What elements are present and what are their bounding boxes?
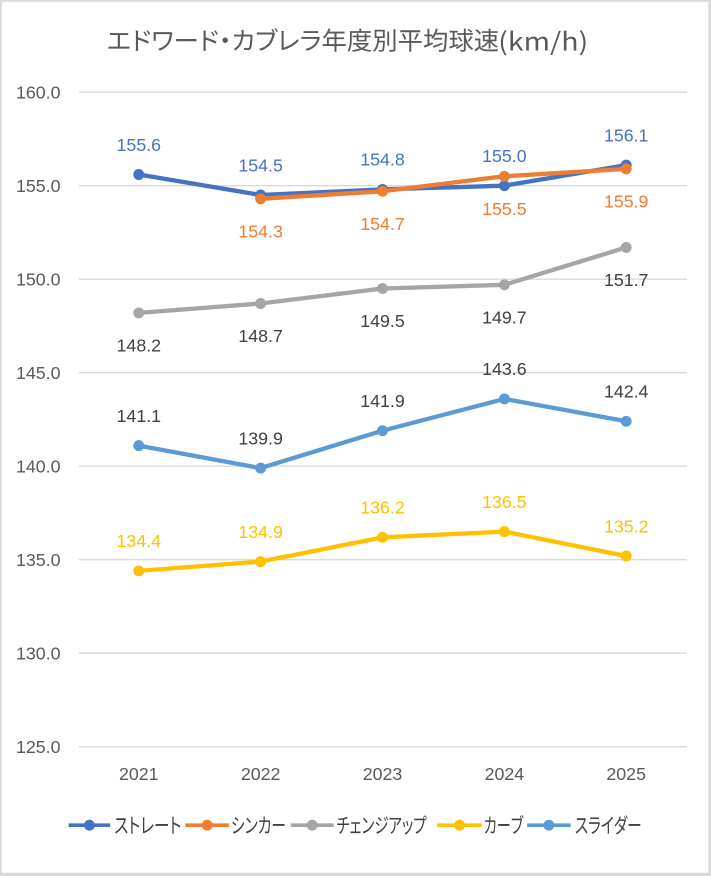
svg-text:141.9: 141.9 [360,391,405,411]
svg-text:154.7: 154.7 [360,214,405,234]
svg-text:142.4: 142.4 [604,382,649,402]
svg-text:154.3: 154.3 [238,221,283,241]
svg-text:139.9: 139.9 [238,428,283,448]
svg-text:154.5: 154.5 [238,155,283,175]
svg-text:2023: 2023 [363,764,403,784]
svg-text:143.6: 143.6 [482,359,527,379]
svg-text:130.0: 130.0 [16,644,61,664]
svg-text:155.6: 155.6 [117,135,162,155]
svg-text:150.0: 150.0 [16,270,61,290]
svg-text:136.5: 136.5 [482,492,527,512]
svg-text:2025: 2025 [606,764,646,784]
svg-text:149.7: 149.7 [482,307,527,327]
svg-text:140.0: 140.0 [16,457,61,477]
svg-text:151.7: 151.7 [604,270,649,290]
svg-text:155.0: 155.0 [16,176,61,196]
svg-text:156.1: 156.1 [604,125,649,145]
svg-text:2021: 2021 [119,764,159,784]
svg-text:148.7: 148.7 [238,326,283,346]
svg-text:155.9: 155.9 [604,191,649,211]
svg-text:155.5: 155.5 [482,199,527,219]
svg-text:136.2: 136.2 [360,498,405,518]
svg-text:141.1: 141.1 [117,406,162,426]
svg-text:135.0: 135.0 [16,550,61,570]
svg-text:135.2: 135.2 [604,516,649,536]
svg-text:154.8: 154.8 [360,150,405,170]
svg-text:160.0: 160.0 [16,83,61,103]
svg-text:145.0: 145.0 [16,363,61,383]
svg-text:148.2: 148.2 [117,335,162,355]
svg-text:134.4: 134.4 [117,531,162,551]
svg-text:125.0: 125.0 [16,737,61,757]
svg-text:2022: 2022 [241,764,281,784]
svg-text:155.0: 155.0 [482,146,527,166]
svg-text:134.9: 134.9 [238,522,283,542]
svg-text:2024: 2024 [485,764,525,784]
svg-text:149.5: 149.5 [360,311,405,331]
